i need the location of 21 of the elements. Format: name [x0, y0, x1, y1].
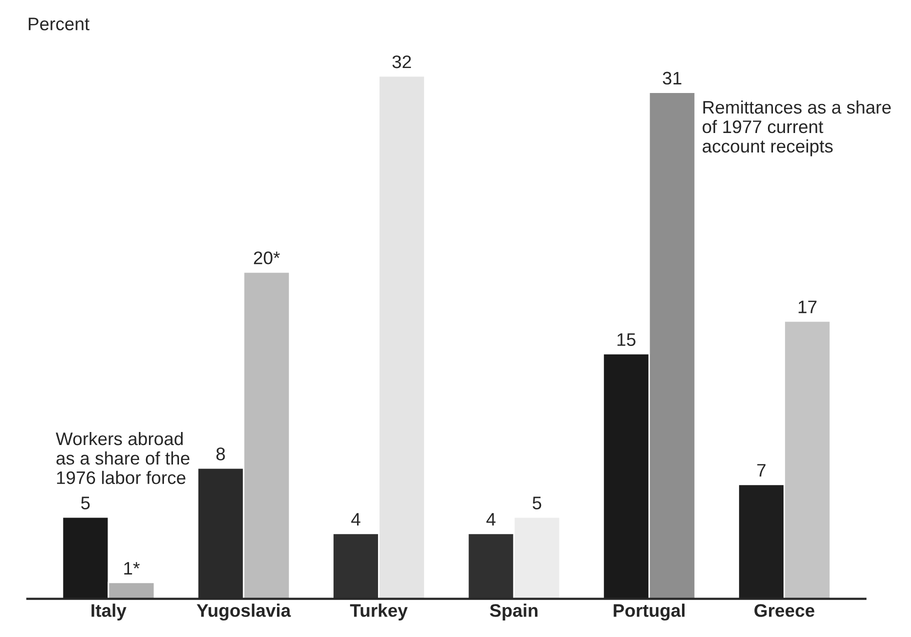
data-label: 31 — [662, 72, 682, 85]
x-tick-label: Spain — [490, 604, 538, 620]
x-tick-label: Portugal — [614, 604, 684, 621]
data-label: 5 — [81, 496, 90, 510]
series-label: Workers abroad as a share of the 1976 labor force — [56, 432, 190, 484]
data-label: 17 — [798, 300, 816, 314]
y-axis-title: Percent — [28, 18, 90, 30]
data-label: 32 — [392, 55, 411, 68]
x-tick-label: Yugoslavia — [196, 604, 291, 621]
data-label: 8 — [216, 448, 225, 460]
data-label: 7 — [757, 464, 766, 476]
data-label: 4 — [351, 513, 360, 526]
x-tick-label: Greece — [754, 604, 814, 617]
data-label: 5 — [532, 496, 542, 510]
x-tick-label: Italy — [92, 604, 126, 620]
data-label: 1* — [124, 562, 140, 575]
data-label: 4 — [486, 513, 496, 526]
x-tick-label: Turkey — [350, 604, 408, 620]
series-label: Remittances as a share of 1977 current account receipts — [702, 100, 891, 156]
data-label: 20* — [254, 251, 280, 264]
data-label: 15 — [618, 333, 636, 346]
